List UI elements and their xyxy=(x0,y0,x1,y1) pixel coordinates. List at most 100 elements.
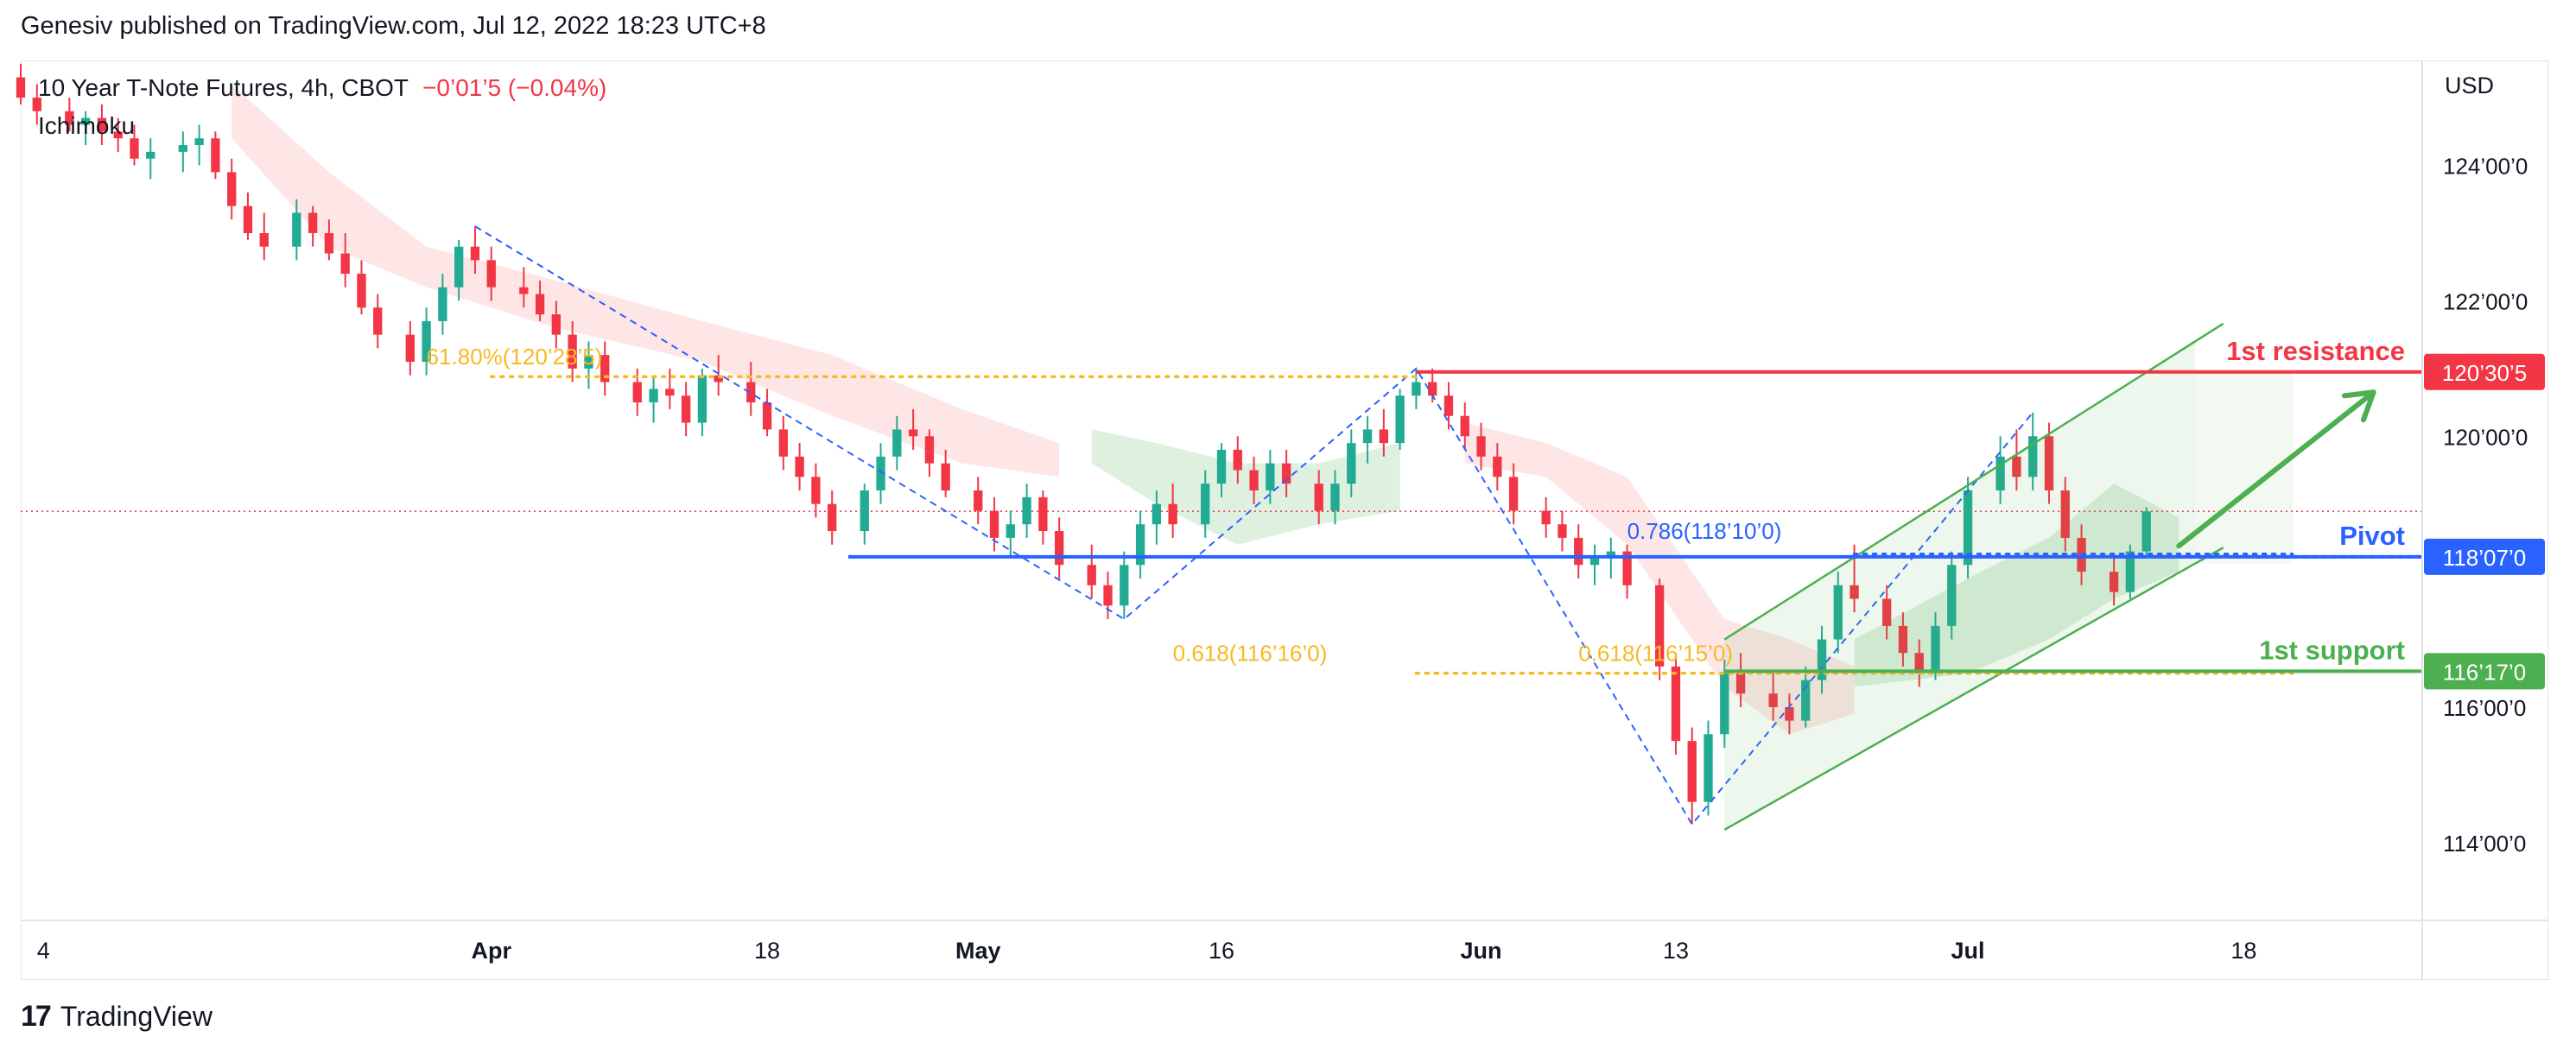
candle xyxy=(340,253,350,275)
y-tick-label: 120’00’0 xyxy=(2443,424,2528,450)
candle xyxy=(308,212,318,233)
level-price-tag-text: 118’07’0 xyxy=(2443,545,2526,571)
candle xyxy=(681,395,691,423)
y-tick-label: 124’00’0 xyxy=(2443,154,2528,180)
price-change: −0’01’5 (−0.04%) xyxy=(422,74,607,101)
candle xyxy=(584,355,593,369)
x-tick-label: 16 xyxy=(1209,938,1234,964)
candle xyxy=(974,490,983,511)
x-tick-label: 13 xyxy=(1663,938,1689,964)
candle xyxy=(470,246,480,261)
x-tick-label: 4 xyxy=(37,938,50,964)
candle xyxy=(80,117,91,125)
channel-lower-line xyxy=(1723,547,2224,831)
candle xyxy=(1817,639,1827,680)
x-tick-label: 18 xyxy=(754,938,780,964)
candle xyxy=(1687,741,1697,802)
candle xyxy=(2012,456,2021,477)
candle xyxy=(1022,496,1031,525)
candle xyxy=(1654,585,1665,667)
candle xyxy=(892,429,902,457)
candle xyxy=(1379,429,1389,444)
currency-label: USD xyxy=(2445,73,2494,98)
publisher-line: Genesiv published on TradingView.com, Ju… xyxy=(21,12,766,40)
candle xyxy=(1281,463,1291,484)
candle xyxy=(989,510,999,538)
candle xyxy=(811,477,821,504)
candle xyxy=(405,334,415,362)
fib-label: 0.786(118’10’0) xyxy=(1627,518,1782,544)
candle xyxy=(1963,490,1973,566)
candle xyxy=(1135,524,1145,566)
candle xyxy=(778,429,789,457)
level-price-tag xyxy=(2424,353,2545,390)
candle xyxy=(795,456,804,477)
candle xyxy=(1038,496,1048,532)
fib-label: 0.618(116’16’0) xyxy=(1173,641,1328,667)
candle xyxy=(1330,484,1340,511)
candle xyxy=(2060,490,2070,538)
candle xyxy=(1412,382,1421,396)
candle xyxy=(486,260,496,288)
candle xyxy=(1947,565,1957,626)
candle xyxy=(1006,524,1015,538)
candle xyxy=(714,375,723,383)
candle xyxy=(1833,585,1843,640)
ichimoku-cloud-bearish xyxy=(232,84,1060,477)
candle xyxy=(2109,572,2119,592)
level-price-tag-text: 120’30’5 xyxy=(2442,360,2527,386)
candle xyxy=(113,131,123,139)
candle xyxy=(1704,734,1713,802)
candle xyxy=(259,232,269,247)
candle xyxy=(1216,449,1227,484)
candle xyxy=(146,151,155,159)
candle xyxy=(746,382,756,403)
chart-pane[interactable] xyxy=(21,60,2548,980)
candle xyxy=(1914,653,1924,673)
candle xyxy=(1314,484,1323,511)
candle xyxy=(924,436,935,464)
level-price-tag xyxy=(2424,653,2545,690)
candle xyxy=(1881,598,1892,626)
candle xyxy=(649,389,658,403)
footer-brand[interactable]: 17 TradingView xyxy=(21,1000,213,1034)
y-tick-label: 114’00’0 xyxy=(2443,831,2526,857)
candle xyxy=(1201,484,1210,525)
candle xyxy=(876,456,885,490)
channel-upper-line xyxy=(1723,322,2224,641)
candle xyxy=(1493,456,1502,477)
candle xyxy=(97,117,107,132)
candle xyxy=(1898,625,1908,654)
target-arrow xyxy=(2176,389,2376,549)
x-tick-label: May xyxy=(955,938,1001,964)
candle xyxy=(1476,436,1486,457)
candle xyxy=(1362,429,1373,444)
candle xyxy=(373,307,383,335)
indicator-ichimoku[interactable]: Ichimoku xyxy=(38,112,136,139)
candle xyxy=(1266,463,1275,490)
candle xyxy=(665,389,675,396)
candle xyxy=(535,294,545,315)
y-tick-label: 122’00’0 xyxy=(2443,288,2528,314)
candle xyxy=(1671,666,1681,742)
fib-label: 0.618(116’15’0) xyxy=(1578,641,1733,667)
candle xyxy=(1508,477,1519,511)
candle xyxy=(1768,693,1778,707)
candle xyxy=(600,355,610,383)
symbol-title: 10 Year T-Note Futures, 4h, CBOT xyxy=(38,74,409,101)
tradingview-brand: TradingView xyxy=(60,1001,213,1032)
candle xyxy=(1168,503,1177,525)
candle xyxy=(568,334,577,369)
candle xyxy=(1054,531,1064,566)
level-price-tag xyxy=(2424,538,2545,575)
candle xyxy=(2125,551,2135,592)
candle xyxy=(65,111,74,125)
ichimoku-cloud-bullish xyxy=(1091,429,1400,545)
candle xyxy=(551,314,562,335)
x-tick-label: Jul xyxy=(1951,938,1985,964)
candle xyxy=(1850,585,1859,599)
candle xyxy=(324,232,334,254)
channel-fill xyxy=(1724,341,2196,830)
candle xyxy=(1249,470,1259,490)
